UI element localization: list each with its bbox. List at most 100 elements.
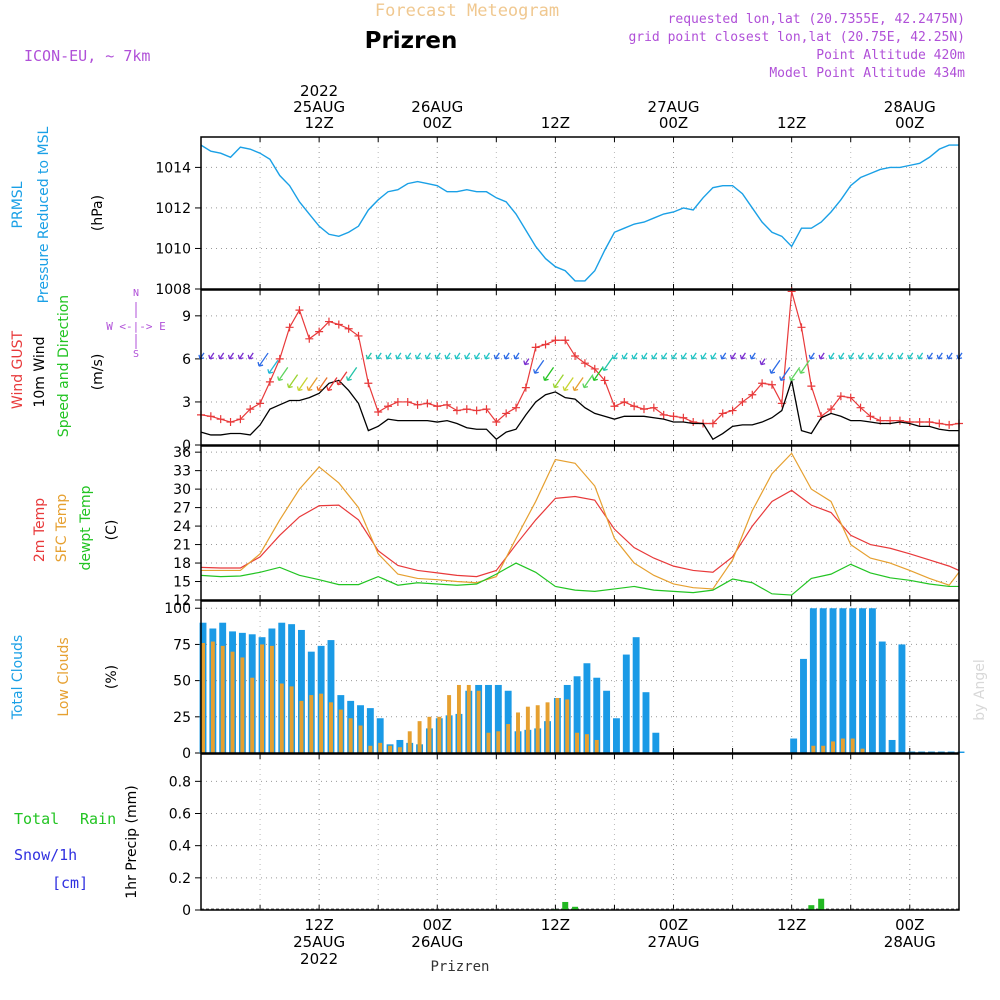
y-tick-label: 75 xyxy=(173,637,191,653)
total-cloud-bar xyxy=(878,641,886,753)
total-cloud-bar xyxy=(366,708,374,753)
total-cloud-bar xyxy=(859,608,867,753)
wind-arrow xyxy=(749,352,756,360)
gust-marker xyxy=(334,320,343,329)
wind-arrow xyxy=(779,367,791,382)
wind-arrow xyxy=(267,359,279,374)
wind-arrow xyxy=(769,359,781,374)
p4-label-total: Total Clouds xyxy=(10,635,26,720)
wind-arrow xyxy=(375,352,382,360)
total-cloud-bar xyxy=(327,640,335,753)
wind-arrow xyxy=(503,352,510,360)
low-cloud-bar xyxy=(427,716,432,753)
wind-arrow xyxy=(926,352,934,360)
gust-marker xyxy=(649,403,658,412)
time-label-bottom: 12Z xyxy=(777,916,806,934)
y-tick-label: 33 xyxy=(173,464,191,480)
pressure-line xyxy=(200,144,959,282)
p2-label-gust: Wind GUST xyxy=(10,330,26,409)
gust-line xyxy=(200,291,960,426)
low-cloud-bar xyxy=(240,657,245,753)
wind-arrow xyxy=(208,352,215,360)
gust-marker xyxy=(531,343,540,352)
gust-marker xyxy=(679,413,688,422)
gust-marker xyxy=(364,379,373,388)
low-cloud-bar xyxy=(437,716,442,753)
y-tick-label: 0.6 xyxy=(169,807,191,823)
y-tick-label: 27 xyxy=(173,501,191,517)
wind-arrow xyxy=(424,352,431,360)
low-cloud-bar xyxy=(850,738,855,753)
temp-sfc-line xyxy=(201,452,960,590)
gust-marker xyxy=(265,377,274,386)
low-cloud-bar xyxy=(309,695,314,753)
wind-arrow xyxy=(454,352,461,360)
gust-marker xyxy=(561,336,570,345)
gust-marker xyxy=(935,419,944,428)
wind-arrow xyxy=(405,352,412,360)
gust-marker xyxy=(354,331,363,340)
time-label-bottom: 12Z xyxy=(304,916,333,934)
panel-frame xyxy=(200,136,960,290)
wind-arrow xyxy=(464,352,471,360)
credit: by Angel xyxy=(972,659,988,720)
gust-marker xyxy=(807,382,816,391)
wind-arrow xyxy=(700,352,707,360)
gust-marker xyxy=(423,399,432,408)
wind-arrow xyxy=(444,352,451,360)
wind-arrow xyxy=(690,352,697,360)
total-cloud-bar xyxy=(376,718,384,753)
compass-n: N xyxy=(133,288,139,299)
total-cloud-bar xyxy=(494,684,502,753)
wind-arrow xyxy=(808,352,815,360)
total-cloud-bar xyxy=(849,608,857,753)
gust-marker xyxy=(502,409,511,418)
low-cloud-bar xyxy=(476,690,481,753)
wind-arrow xyxy=(286,374,299,389)
total-cloud-bar xyxy=(573,676,581,753)
total-cloud-bar xyxy=(583,663,591,753)
plot-area: 1008101010121014036912151821242730333602… xyxy=(155,82,965,968)
low-cloud-bar xyxy=(338,709,343,753)
y-tick-label: 1012 xyxy=(155,201,191,217)
p3-label-2m: 2m Temp xyxy=(32,498,48,562)
gust-marker xyxy=(836,392,845,401)
rain-bar xyxy=(562,901,569,910)
y-tick-label: 0.2 xyxy=(169,871,191,887)
wind-arrow xyxy=(218,352,225,360)
y-tick-label: 0 xyxy=(182,438,191,454)
time-label-bottom: 26AUG xyxy=(411,933,463,951)
gust-marker xyxy=(551,336,560,345)
p1-label-pressure: Pressure Reduced to MSL xyxy=(36,126,52,303)
dewpoint-line xyxy=(200,562,959,596)
point-altitude: Point Altitude 420m xyxy=(816,48,965,63)
time-label-bottom: 00Z xyxy=(895,916,924,934)
total-cloud-bar xyxy=(297,629,305,753)
time-label-bottom: 12Z xyxy=(541,916,570,934)
gust-marker xyxy=(452,406,461,415)
low-cloud-bar xyxy=(545,702,550,753)
total-cloud-bar xyxy=(652,732,660,753)
time-label-top: 12Z xyxy=(304,114,333,132)
p2-label-unit: (m/s) xyxy=(90,354,106,391)
p1-label-unit: (hPa) xyxy=(90,195,106,231)
wind-arrow xyxy=(572,377,584,392)
gust-marker xyxy=(324,317,333,326)
gust-marker xyxy=(413,400,422,409)
time-label-top: 26AUG xyxy=(411,98,463,116)
time-label-top: 12Z xyxy=(541,114,570,132)
wind-arrow xyxy=(493,352,500,360)
wind-arrow xyxy=(434,352,441,360)
p5-label-total: Total xyxy=(14,810,59,828)
time-label-bottom: 27AUG xyxy=(648,933,700,951)
gust-marker xyxy=(728,406,737,415)
wind-arrow xyxy=(346,367,358,382)
y-tick-label: 1008 xyxy=(155,282,191,298)
location-title: Prizren xyxy=(365,28,458,54)
p3-label-sfc: SFC Temp xyxy=(54,494,70,563)
low-cloud-bar xyxy=(250,677,255,753)
low-cloud-bar xyxy=(506,724,511,753)
gust-marker xyxy=(758,379,767,388)
gust-marker xyxy=(275,354,284,363)
gust-marker xyxy=(580,359,589,368)
